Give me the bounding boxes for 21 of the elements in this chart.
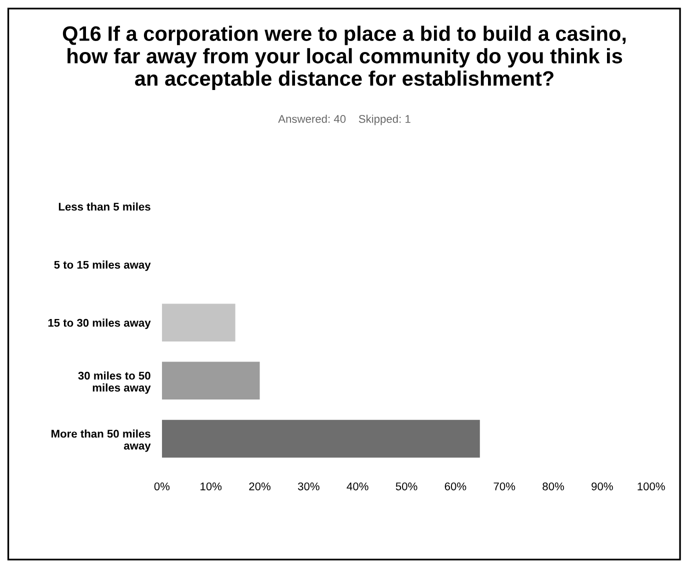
x-tick-label: 100% [638,482,665,490]
chart-subtitle: Answered: 40 Skipped: 1 [278,114,410,126]
x-tick-label: 60% [444,482,466,490]
y-tick-label: 30 miles to 50 miles away [78,371,151,394]
y-tick-label: 15 to 30 miles away [48,318,151,329]
x-tick-label: 10% [200,482,222,490]
bar [162,304,236,342]
x-tick-label: 90% [592,482,613,490]
chart-title: Q16 If a corporation were to place a bid to build a casino, how far away from your local community do you think is an acceptable distance for establishment? [62,26,626,90]
x-tick-label: 30% [298,482,320,490]
x-tick-label: 40% [346,482,368,490]
x-tick-label: 0% [154,482,170,490]
y-tick-label: 5 to 15 miles away [54,260,151,271]
x-tick-label: 20% [249,482,270,490]
bar [162,362,260,400]
x-tick-label: 70% [494,482,516,490]
x-tick-label: 50% [396,482,418,490]
x-tick-label: 80% [542,482,564,490]
bar [162,420,480,458]
y-tick-label: Less than 5 miles [58,202,150,211]
y-tick-label: More than 50 miles away [52,430,151,452]
